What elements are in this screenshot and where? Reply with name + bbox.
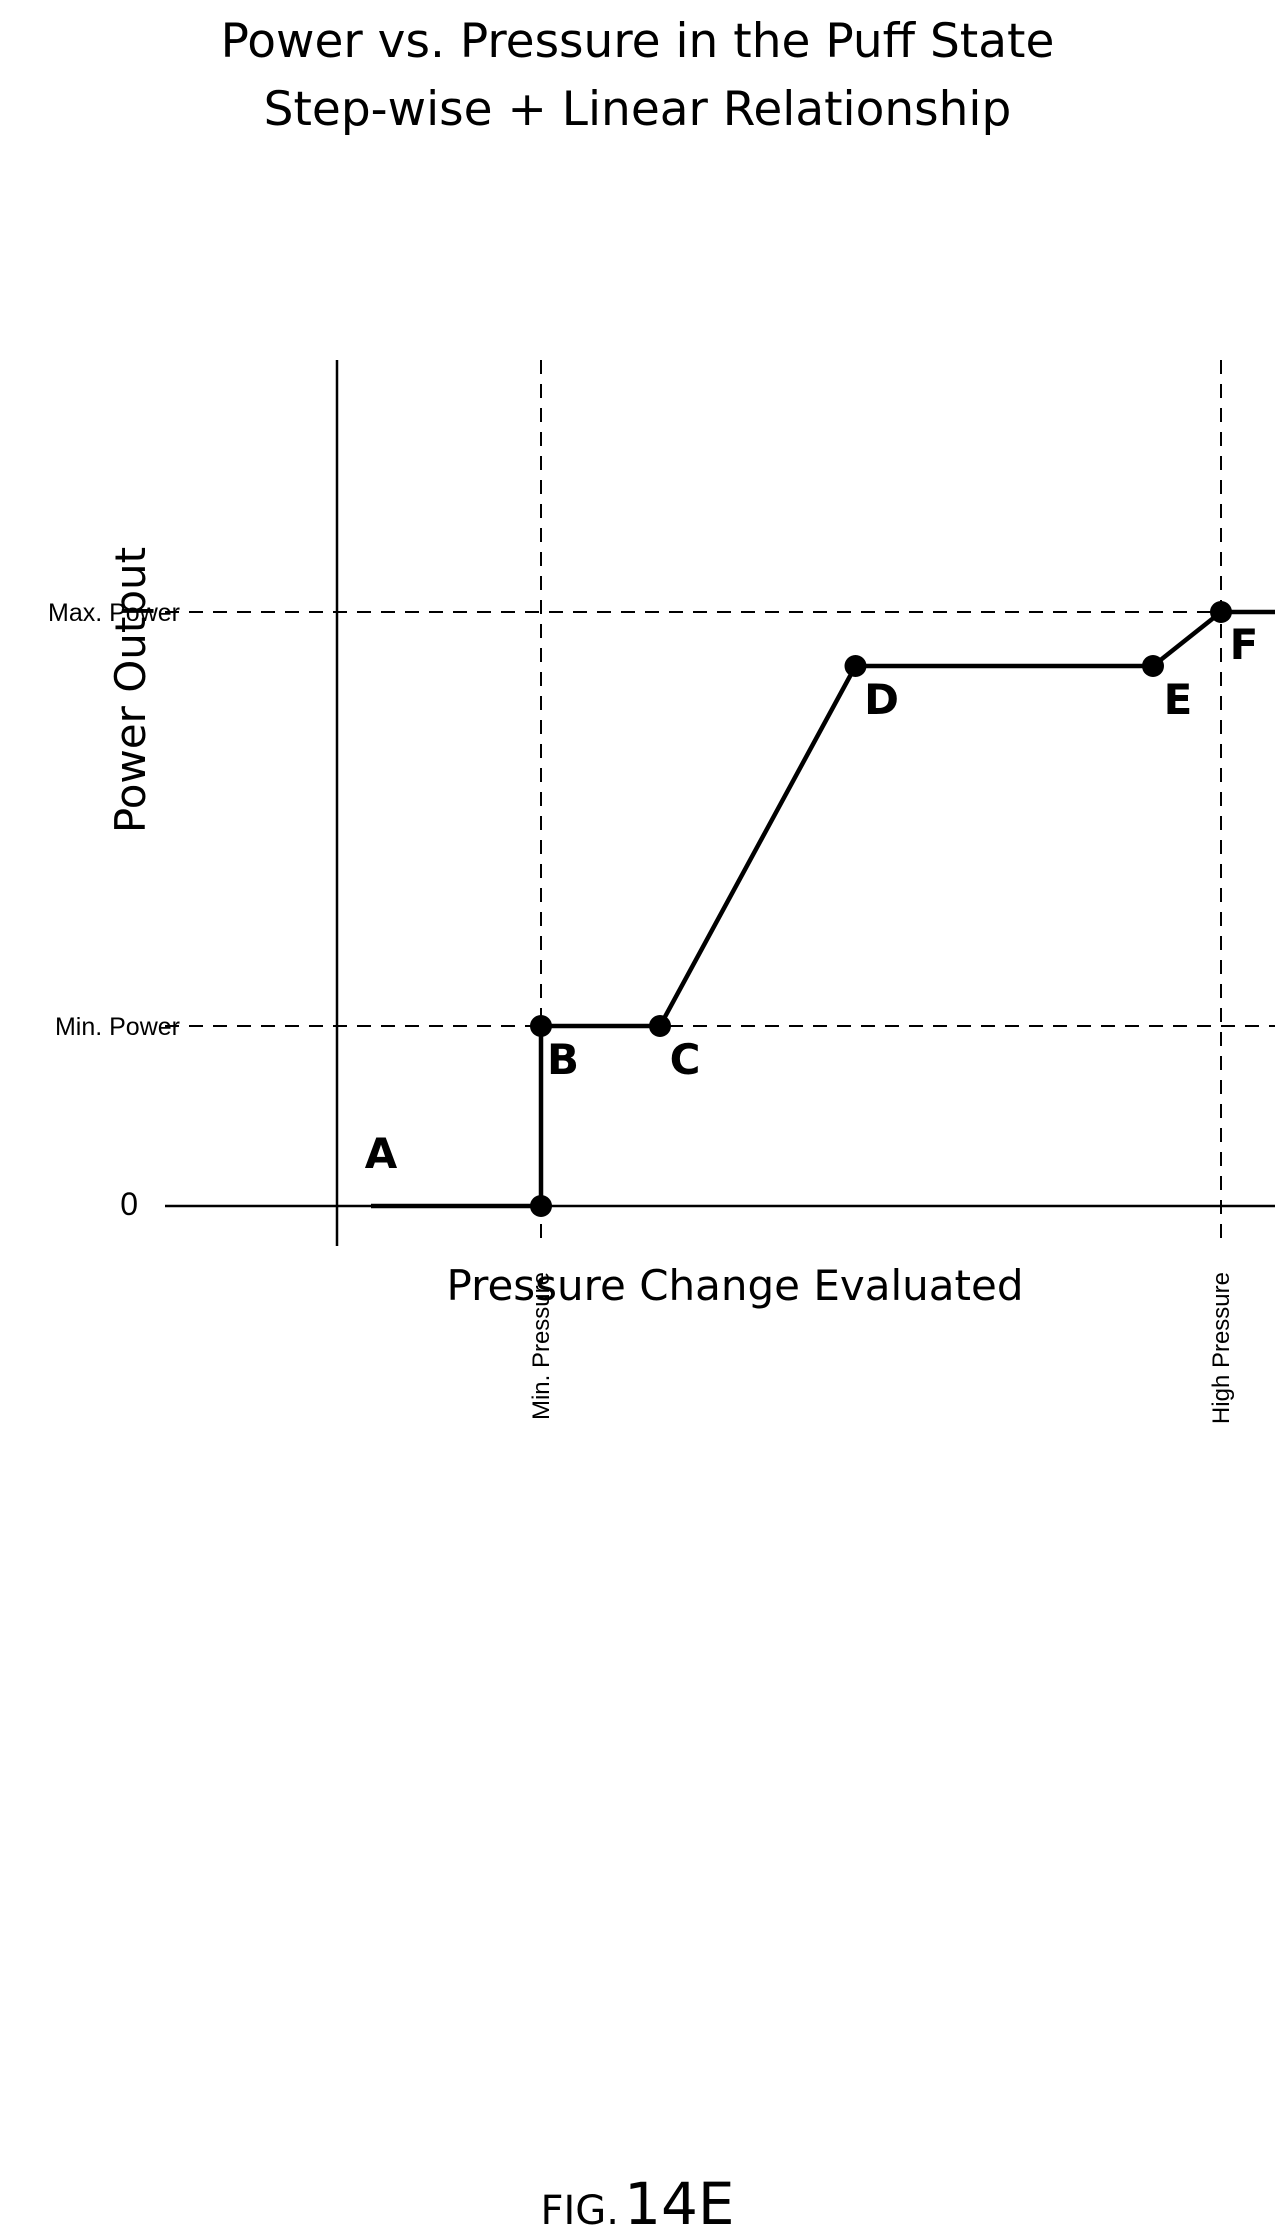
data-point-marker (1210, 601, 1232, 623)
figure-prefix: FIG. (540, 2188, 619, 2234)
data-point-marker (649, 1015, 671, 1037)
x-tick-label: Min. Pressure (528, 1272, 555, 1420)
chart-subtitle: Step-wise + Linear Relationship (263, 82, 1012, 137)
figure-number: 14E (624, 2170, 735, 2238)
chart-title: Power vs. Pressure in the Puff State (220, 14, 1055, 69)
x-tick-label: High Pressure (1208, 1272, 1235, 1424)
point-label-d: D (864, 675, 899, 724)
point-label-b: B (547, 1035, 579, 1084)
series-line-0 (371, 609, 1275, 1209)
reference-lines (165, 360, 1275, 1240)
point-label-e: E (1164, 675, 1193, 724)
y-tick-label: Max. Power (48, 599, 180, 627)
data-point-marker (530, 1195, 552, 1217)
point-label-a: A (365, 1129, 398, 1178)
series-layer (371, 601, 1275, 1217)
labels-layer: A B C D EF (365, 620, 1259, 1178)
point-label-c: C (670, 1035, 701, 1084)
x-axis-title: Pressure Change Evaluated (447, 1261, 1024, 1310)
data-point-marker (844, 655, 867, 677)
data-point-marker (530, 1015, 552, 1037)
y-axis-title: Power Output (106, 547, 155, 833)
axes: 0 Min. Power Max. Power Min. Pressure High P… (48, 360, 1275, 1424)
y-tick-label: 0 (120, 1186, 138, 1222)
power-pressure-chart: 0 Min. Power Max. Power Min. Pressure High P… (48, 360, 1275, 1424)
figure-caption: FIG. 14E (0, 2170, 1275, 2238)
data-point-marker (1142, 655, 1164, 677)
point-label-f: F (1230, 620, 1259, 669)
y-tick-label: Min. Power (55, 1013, 180, 1041)
